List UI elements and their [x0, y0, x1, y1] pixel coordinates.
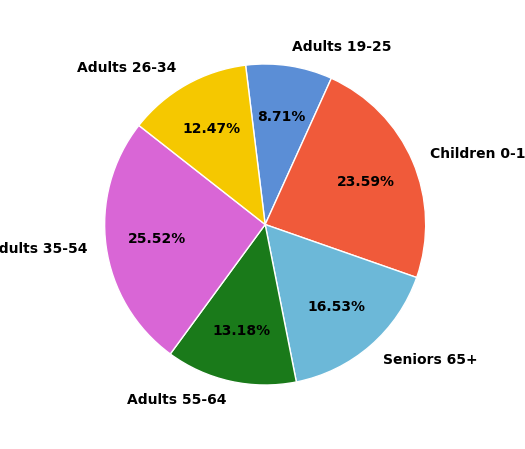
Text: 25.52%: 25.52% [128, 233, 186, 247]
Wedge shape [104, 125, 265, 354]
Text: 12.47%: 12.47% [182, 123, 240, 136]
Text: Children 0-18: Children 0-18 [430, 147, 525, 161]
Wedge shape [139, 65, 265, 224]
Text: 13.18%: 13.18% [213, 324, 270, 338]
Wedge shape [265, 78, 426, 277]
Text: 16.53%: 16.53% [308, 300, 366, 314]
Text: Adults 19-25: Adults 19-25 [292, 40, 392, 54]
Text: 8.71%: 8.71% [257, 110, 306, 123]
Wedge shape [170, 224, 297, 385]
Wedge shape [265, 224, 417, 382]
Text: Adults 35-54: Adults 35-54 [0, 242, 87, 256]
Text: Adults 26-34: Adults 26-34 [77, 61, 177, 75]
Wedge shape [246, 64, 331, 224]
Text: Adults 55-64: Adults 55-64 [127, 393, 226, 407]
Text: 23.59%: 23.59% [337, 175, 394, 189]
Text: Seniors 65+: Seniors 65+ [383, 353, 478, 367]
